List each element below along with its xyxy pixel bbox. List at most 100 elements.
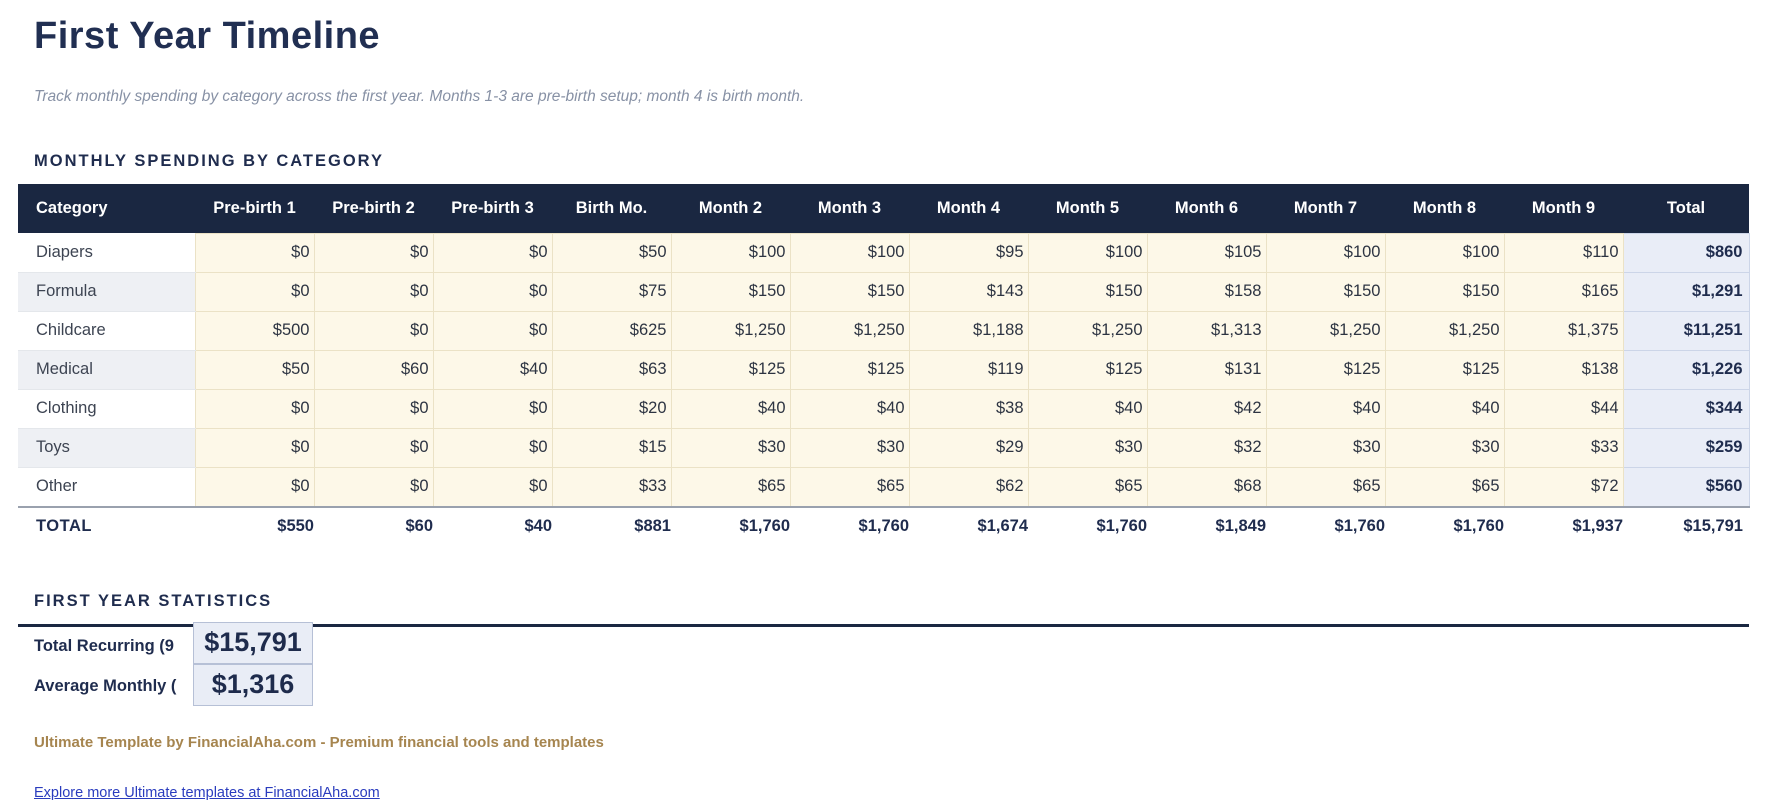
total-row-value: $60 [314,505,433,546]
value-cell: $150 [1384,271,1505,312]
value-cell: $15 [551,427,672,468]
total-row-value: $1,760 [790,505,909,546]
value-cell: $63 [551,349,672,390]
value-cell: $30 [789,427,910,468]
value-cell: $65 [1384,466,1505,508]
value-cell: $0 [432,310,553,351]
stat-label: Total Recurring (9 [34,637,174,656]
value-cell: $40 [1027,388,1148,429]
column-header: Month 9 [1504,183,1623,234]
value-cell: $0 [313,427,434,468]
value-cell: $150 [1265,271,1386,312]
column-header: Category [18,183,195,234]
column-header: Month 3 [790,183,909,234]
table-row: Clothing $0 $0 $0 $20 $40 $40 $38 $40 $42 $40 $40 $4… [18,388,1750,429]
footer-branding: Ultimate Template by FinancialAha.com - … [34,733,604,751]
value-cell: $38 [908,388,1029,429]
category-cell: Childcare [18,311,195,351]
value-cell: $29 [908,427,1029,468]
stats-section-heading: FIRST YEAR STATISTICS [34,591,273,610]
grand-total-cell: $15,791 [1623,505,1749,546]
value-cell: $40 [1265,388,1386,429]
table-row: Medical $50 $60 $40 $63 $125 $125 $119 $125 $131 $… [18,349,1750,390]
value-cell: $0 [194,271,315,312]
stat-value-box-average-monthly: $1,316 [193,663,313,706]
value-cell: $143 [908,271,1029,312]
value-cell: $100 [1384,232,1505,273]
value-cell: $30 [1027,427,1148,468]
value-cell: $50 [551,232,672,273]
spending-section-heading: MONTHLY SPENDING BY CATEGORY [34,151,384,170]
value-cell: $1,250 [789,310,910,351]
column-header: Pre-birth 3 [433,183,552,234]
stat-value-box-total-recurring: $15,791 [193,621,313,664]
total-row-value: $881 [552,505,671,546]
column-header: Month 8 [1385,183,1504,234]
value-cell: $0 [194,232,315,273]
category-cell: Toys [18,428,195,468]
value-cell: $30 [1384,427,1505,468]
value-cell: $110 [1503,232,1624,273]
value-cell: $125 [1265,349,1386,390]
stat-row-total-recurring: Total Recurring (9 [18,627,1749,667]
column-header: Pre-birth 1 [195,183,314,234]
row-total-cell: $344 [1622,388,1750,429]
value-cell: $100 [1027,232,1148,273]
row-total-cell: $1,226 [1622,349,1750,390]
column-header: Month 7 [1266,183,1385,234]
column-header: Month 5 [1028,183,1147,234]
value-cell: $1,188 [908,310,1029,351]
header-row: Category Pre-birth 1 Pre-birth 2 Pre-birth … [18,183,1749,234]
stats-area: Total Recurring (9 Average Monthly ( $15… [18,621,1749,707]
value-cell: $65 [1027,466,1148,508]
value-cell: $30 [670,427,791,468]
row-total-cell: $259 [1622,427,1750,468]
footer-link[interactable]: Explore more Ultimate templates at Finan… [34,784,380,801]
value-cell: $165 [1503,271,1624,312]
table-row: Other $0 $0 $0 $33 $65 $65 $62 $65 $68 $65 $65 $72 $5… [18,466,1750,508]
value-cell: $40 [1384,388,1505,429]
value-cell: $105 [1146,232,1267,273]
column-header: Month 6 [1147,183,1266,234]
value-cell: $30 [1265,427,1386,468]
category-cell: Medical [18,350,195,390]
value-cell: $0 [432,427,553,468]
value-cell: $65 [1265,466,1386,508]
value-cell: $0 [194,388,315,429]
value-cell: $44 [1503,388,1624,429]
total-row-value: $1,849 [1147,505,1266,546]
value-cell: $0 [432,271,553,312]
value-cell: $42 [1146,388,1267,429]
total-row-value: $1,937 [1504,505,1623,546]
value-cell: $150 [670,271,791,312]
value-cell: $0 [432,232,553,273]
table-row: Diapers $0 $0 $0 $50 $100 $100 $95 $100 $105 $100 $… [18,232,1750,273]
total-row-value: $1,760 [671,505,790,546]
value-cell: $40 [670,388,791,429]
table-footer: TOTAL $550 $60 $40 $881 $1,760 $1,760 $1,674 $1,… [18,505,1749,546]
value-cell: $0 [432,388,553,429]
value-cell: $125 [1384,349,1505,390]
value-cell: $60 [313,349,434,390]
column-header: Total [1623,183,1749,234]
category-cell: Formula [18,272,195,312]
table-row: Childcare $500 $0 $0 $625 $1,250 $1,250 $1,188 $… [18,310,1750,351]
value-cell: $0 [432,466,553,508]
row-total-cell: $860 [1622,232,1750,273]
value-cell: $20 [551,388,672,429]
total-row-value: $40 [433,505,552,546]
stat-row-average-monthly: Average Monthly ( [18,667,1749,707]
value-cell: $95 [908,232,1029,273]
total-row-label: TOTAL [18,505,195,546]
category-cell: Other [18,467,195,508]
value-cell: $50 [194,349,315,390]
column-header: Month 4 [909,183,1028,234]
value-cell: $0 [313,232,434,273]
row-total-cell: $560 [1622,466,1750,508]
value-cell: $119 [908,349,1029,390]
value-cell: $33 [551,466,672,508]
value-cell: $0 [194,427,315,468]
value-cell: $65 [789,466,910,508]
value-cell: $75 [551,271,672,312]
row-total-cell: $1,291 [1622,271,1750,312]
